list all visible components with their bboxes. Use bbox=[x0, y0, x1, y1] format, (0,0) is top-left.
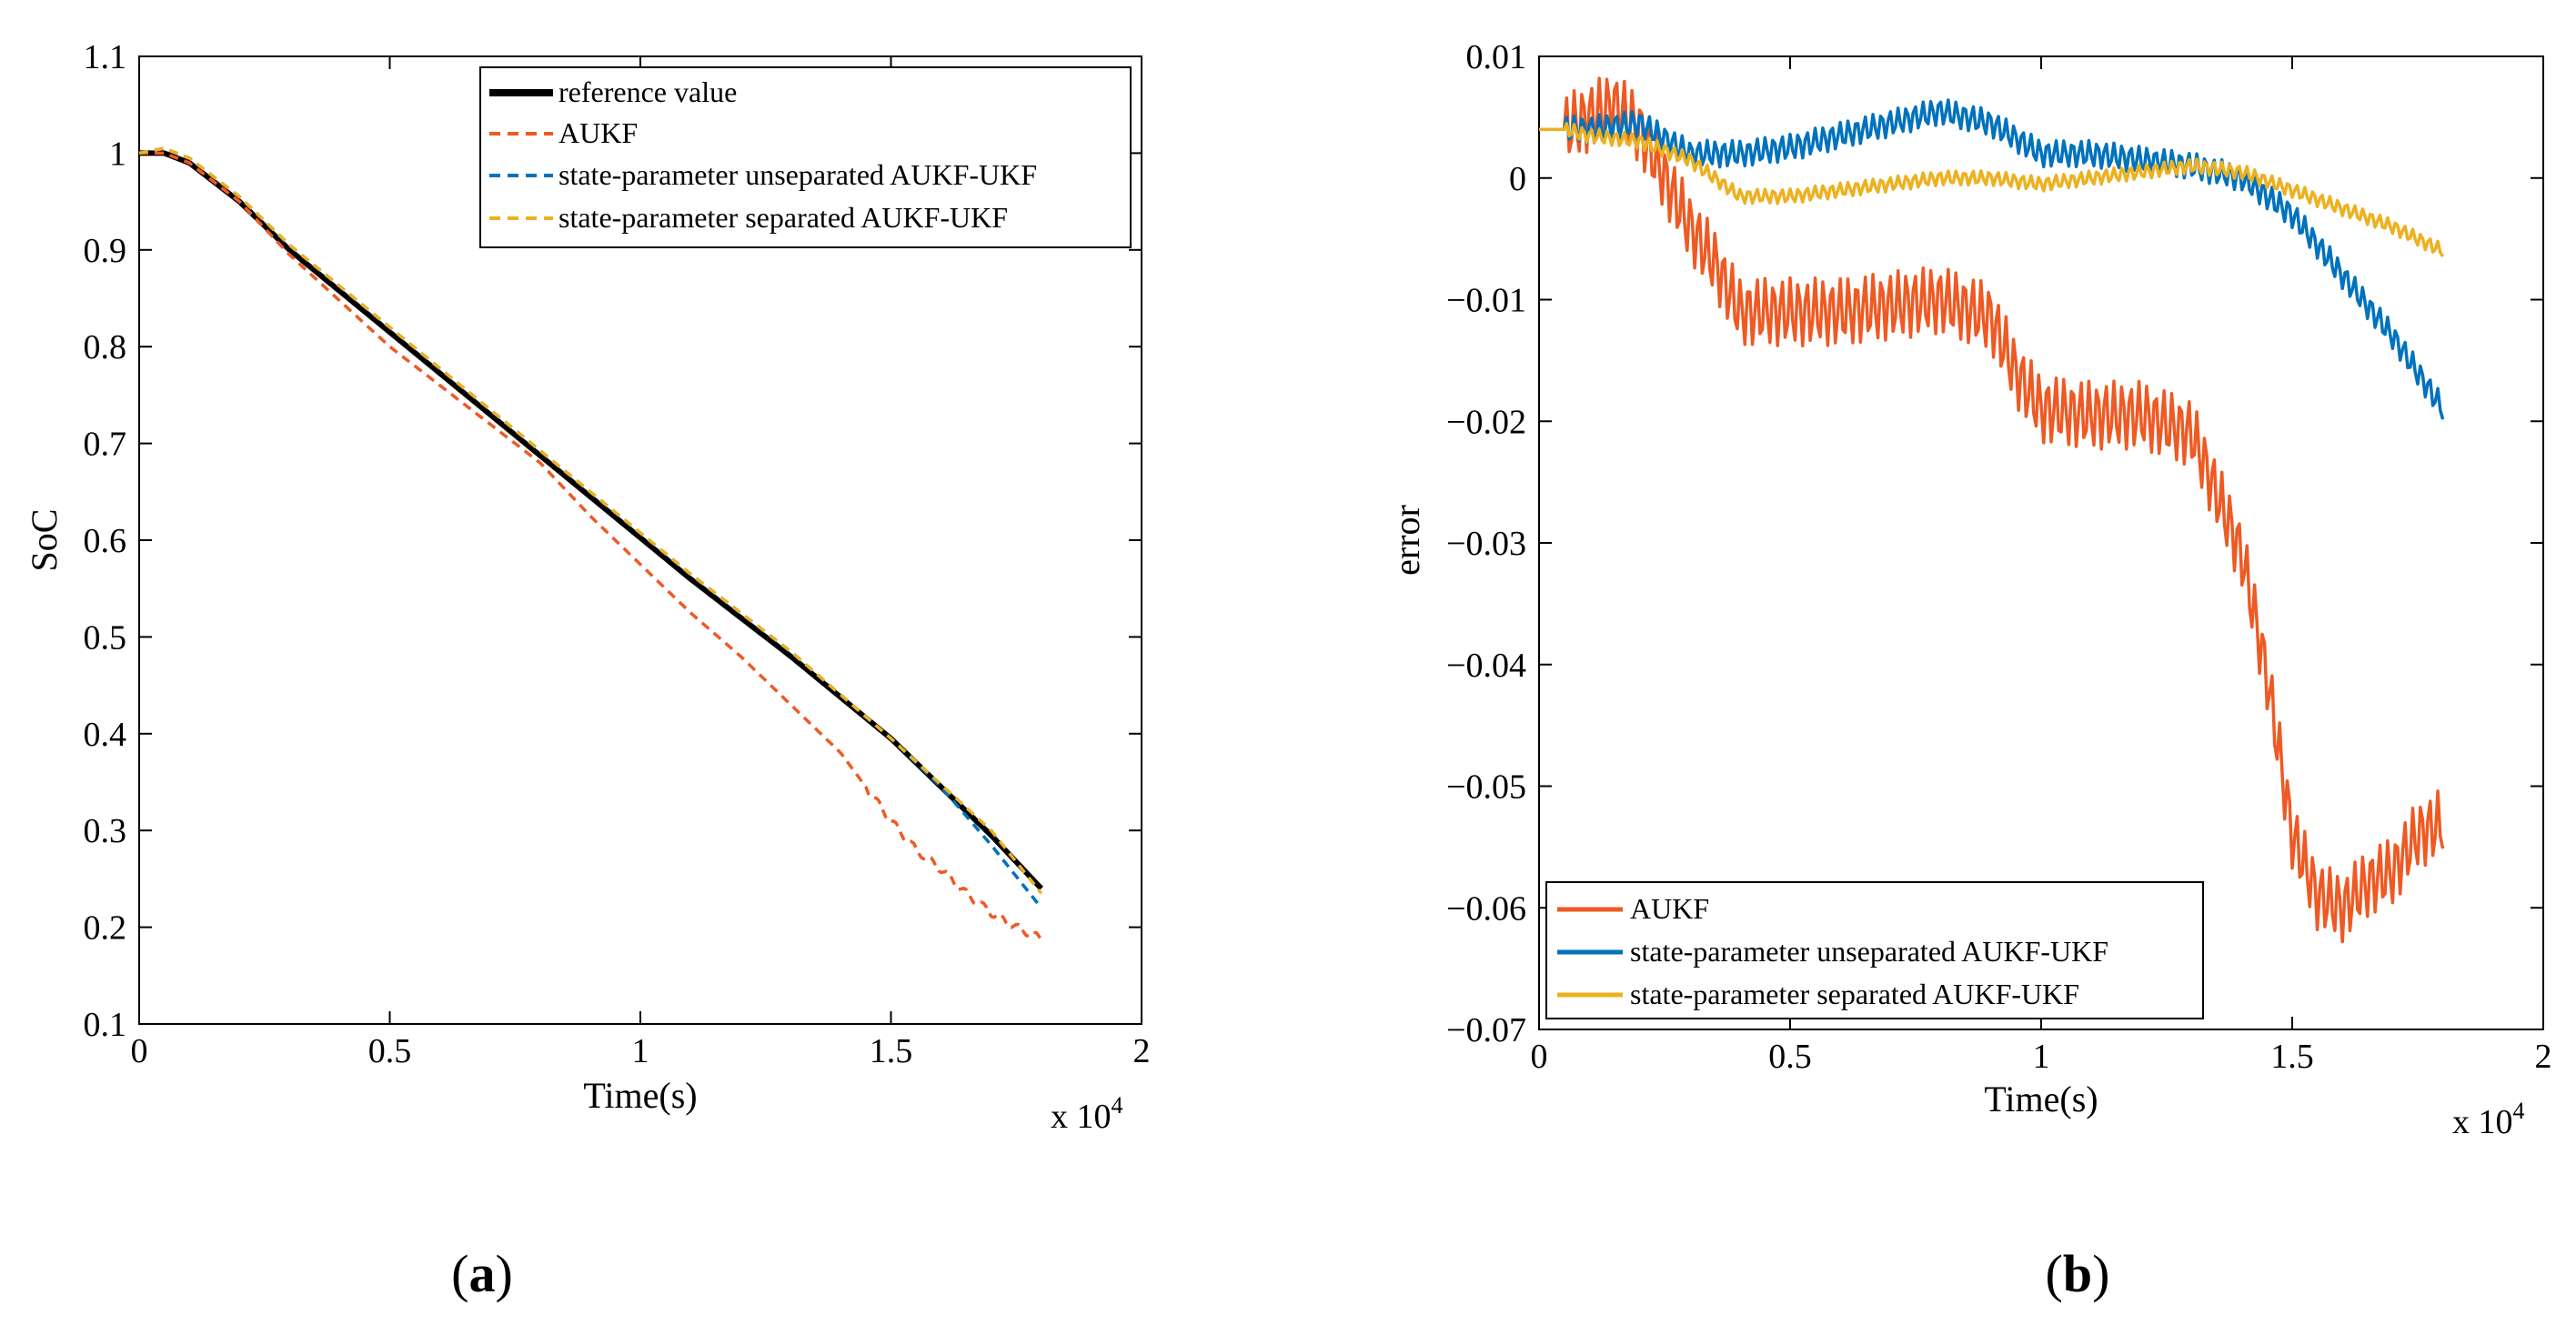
y-tick-label: 0 bbox=[1509, 160, 1526, 198]
y-tick-marks: 0.1 0.2 0.3 0.4 0.5 0.6 0.7 0.8 0.9 1 1.1 bbox=[84, 38, 1142, 1044]
x-axis-label: Time(s) bbox=[1984, 1079, 2098, 1119]
legend-label-reference: reference value bbox=[558, 75, 737, 108]
y-tick-label: 0.7 bbox=[84, 426, 127, 464]
y-tick-label: 0.5 bbox=[84, 618, 127, 657]
legend-label-aukf: AUKF bbox=[1630, 892, 1709, 925]
series-lines bbox=[138, 146, 1043, 941]
y-tick-label: 0.01 bbox=[1466, 38, 1527, 76]
y-tick-marks: −0.07 −0.06 −0.05 −0.04 −0.03 −0.02 −0.01 0 0.01 bbox=[1446, 38, 2543, 1049]
x-axis-label: Time(s) bbox=[583, 1075, 697, 1116]
x-tick-label: 0 bbox=[1531, 1038, 1548, 1076]
x-tick-label: 1 bbox=[2033, 1038, 2050, 1076]
x-multiplier-exponent: 4 bbox=[2513, 1098, 2525, 1124]
x-tick-marks: 0 0.5 1 1.5 2 bbox=[1531, 56, 2552, 1076]
x-multiplier-exponent: 4 bbox=[1112, 1092, 1123, 1119]
y-tick-label: −0.04 bbox=[1446, 647, 1526, 685]
y-tick-label: −0.02 bbox=[1446, 403, 1526, 441]
y-tick-label: −0.03 bbox=[1446, 525, 1526, 563]
x-tick-label: 0 bbox=[131, 1032, 148, 1070]
svg-text:x 104: x 104 bbox=[1051, 1092, 1123, 1136]
series-lines bbox=[1539, 76, 2445, 944]
x-tick-marks: 0 0.5 1 1.5 2 bbox=[131, 56, 1151, 1070]
y-tick-label: −0.01 bbox=[1446, 282, 1526, 320]
legend-label-separated: state-parameter separated AUKF-UKF bbox=[558, 201, 1008, 234]
legend: AUKF state-parameter unseparated AUKF-UK… bbox=[1545, 881, 2204, 1019]
y-tick-label: 0.2 bbox=[84, 909, 127, 948]
series-line-aukf bbox=[1539, 76, 2445, 944]
y-tick-label: −0.05 bbox=[1446, 768, 1526, 807]
x-tick-label: 2 bbox=[2535, 1038, 2552, 1076]
x-multiplier: x 104 bbox=[2452, 1098, 2525, 1141]
y-tick-label: 0.3 bbox=[84, 812, 127, 850]
x-tick-label: 2 bbox=[1133, 1032, 1151, 1070]
panel-b-error-chart: 0 0.5 1 1.5 2 −0.07 −0.06 −0.05 −0.04 −0.03 −0.02… bbox=[1386, 38, 2552, 1303]
legend-label-unseparated: state-parameter unseparated AUKF-UKF bbox=[1630, 935, 2108, 968]
x-multiplier-base: x 10 bbox=[2452, 1103, 2513, 1141]
y-tick-label: −0.06 bbox=[1446, 889, 1526, 928]
legend-label-separated: state-parameter separated AUKF-UKF bbox=[1630, 978, 2079, 1010]
legend-label-aukf: AUKF bbox=[558, 116, 638, 149]
svg-text:x 104: x 104 bbox=[2452, 1098, 2525, 1141]
panel-a-soc-chart: 0 0.5 1 1.5 2 0.1 0.2 0.3 0.4 0.5 0.6 0.7 0.8 0.9 1 1.… bbox=[24, 38, 1151, 1303]
y-tick-label: 0.8 bbox=[84, 328, 127, 366]
x-tick-label: 1.5 bbox=[2270, 1038, 2314, 1076]
y-tick-label: 1.1 bbox=[84, 38, 127, 76]
x-tick-label: 0.5 bbox=[368, 1032, 412, 1070]
series-line-state-parameter-separated-aukf-ukf bbox=[138, 146, 1043, 895]
x-tick-label: 1.5 bbox=[870, 1032, 913, 1070]
legend-box bbox=[479, 66, 1132, 248]
legend: reference value AUKF state-parameter uns… bbox=[479, 66, 1132, 248]
y-tick-label: 0.6 bbox=[84, 522, 127, 560]
y-tick-label: 1 bbox=[109, 135, 126, 173]
x-multiplier-base: x 10 bbox=[1051, 1098, 1112, 1136]
y-axis-label: SoC bbox=[24, 509, 65, 572]
y-tick-label: 0.1 bbox=[84, 1006, 127, 1044]
caption-a: (a) bbox=[451, 1244, 513, 1303]
y-axis-label: error bbox=[1386, 505, 1427, 576]
x-tick-label: 0.5 bbox=[1768, 1038, 1812, 1076]
series-line-aukf bbox=[139, 151, 1043, 941]
legend-label-unseparated: state-parameter unseparated AUKF-UKF bbox=[558, 158, 1037, 191]
series-line-state-parameter-unseparated-aukf-ukf bbox=[1539, 98, 2445, 420]
series-line-state-parameter-separated-aukf-ukf bbox=[1539, 122, 2445, 258]
y-tick-label: 0.4 bbox=[84, 716, 127, 754]
x-multiplier: x 104 bbox=[1051, 1092, 1123, 1136]
y-tick-label: −0.07 bbox=[1446, 1011, 1526, 1049]
x-tick-label: 1 bbox=[632, 1032, 649, 1070]
y-tick-label: 0.9 bbox=[84, 232, 127, 270]
legend-box bbox=[1545, 881, 2204, 1019]
caption-b: (b) bbox=[2046, 1244, 2110, 1303]
